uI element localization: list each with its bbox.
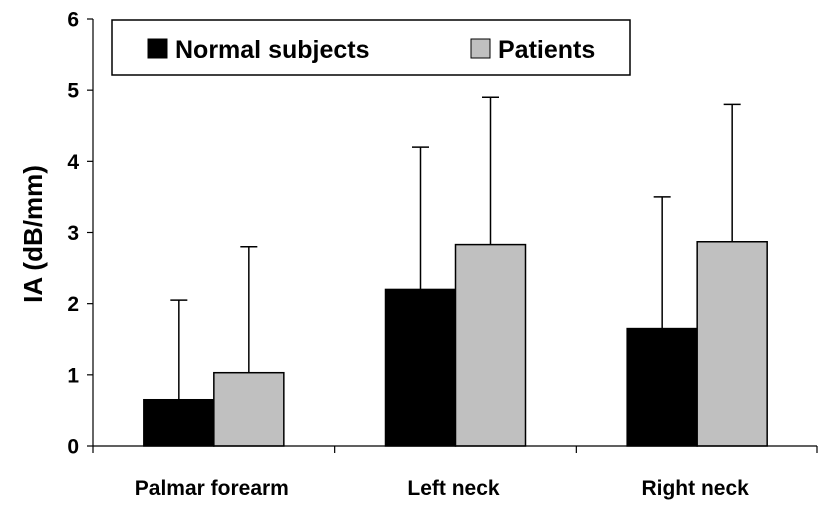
x-category-label: Palmar forearm: [135, 477, 289, 500]
legend-label-normal-subjects: Normal subjects: [175, 36, 370, 64]
y-tick-label: 6: [67, 9, 79, 32]
bar-patients-left-neck: [454, 243, 527, 447]
y-tick-label: 2: [67, 293, 79, 316]
y-tick-label: 4: [67, 151, 79, 174]
legend-swatch-patients: [470, 38, 491, 59]
bar-normal-subjects-left-neck: [384, 288, 457, 447]
y-tick-label: 0: [67, 436, 79, 459]
legend-box: [111, 19, 631, 76]
y-axis-title: IA (dB/mm): [18, 165, 48, 303]
x-category-label: Left neck: [407, 477, 500, 500]
bar-patients-right-neck: [696, 241, 768, 447]
bar-patients-palmar-forearm: [213, 371, 285, 447]
bar-normal-subjects-palmar-forearm: [143, 398, 215, 447]
bar-normal-subjects-right-neck: [626, 327, 698, 447]
legend: Normal subjects Patients: [111, 19, 631, 76]
y-tick-label: 1: [67, 364, 79, 387]
x-category-label: Right neck: [641, 477, 749, 500]
y-tick-label: 3: [67, 222, 79, 245]
legend-label-patients: Patients: [498, 36, 595, 64]
y-tick-label: 5: [67, 80, 79, 103]
legend-swatch-normal-subjects: [147, 38, 168, 59]
